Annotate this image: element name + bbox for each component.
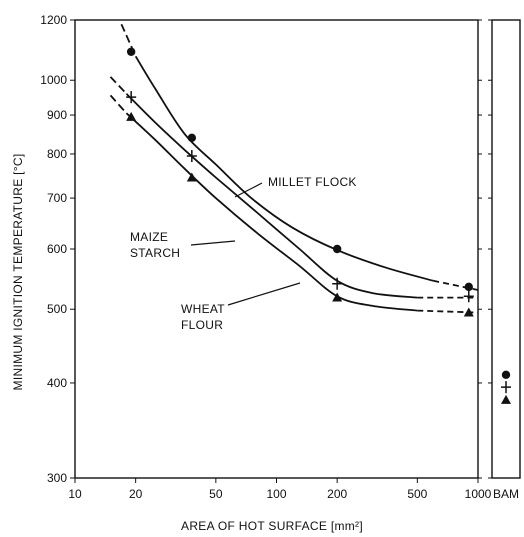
y-tick-label: 300 — [47, 471, 67, 485]
y-tick-label: 400 — [47, 376, 67, 390]
maize-starch-leader-line — [190, 240, 236, 246]
wheat-flour-point — [186, 172, 197, 182]
y-tick-label: 1000 — [40, 73, 67, 87]
millet-flock-point — [464, 282, 473, 292]
labels: MILLET FLOCK MAIZE STARCH WHEAT FLOUR — [130, 175, 357, 332]
wheat-flour-leader-line — [227, 282, 301, 306]
wheat-flour-point — [332, 292, 343, 302]
x-tick-label: 1000 — [465, 487, 492, 501]
maize-starch-curve-dashed-start — [109, 76, 128, 95]
y-tick-label: 500 — [47, 302, 67, 316]
maize-starch-point — [463, 290, 474, 303]
millet-flock-label: MILLET FLOCK — [268, 175, 357, 189]
millet-flock-point — [332, 244, 342, 254]
y-tick-label: 800 — [47, 147, 67, 161]
wheat-flour-curve-dashed-start — [109, 94, 128, 114]
maize-starch-curve — [125, 93, 418, 299]
bam-label: BAM — [493, 487, 519, 501]
millet-flock-curve — [134, 55, 434, 282]
maize-starch-point — [332, 277, 343, 290]
x-tick-label: 10 — [68, 487, 82, 501]
millet-flock-point — [187, 133, 197, 143]
y-tick-label: 600 — [47, 242, 67, 256]
maize-starch-label: MAIZE STARCH — [130, 230, 180, 260]
maize-starch-label-line: MAIZE — [130, 230, 168, 244]
y-axis-label: MINIMUM IGNITION TEMPERATURE [°C] — [11, 154, 25, 391]
maize-starch-bam-point — [501, 381, 511, 394]
x-tick-label: 100 — [266, 487, 286, 501]
maize-starch-point — [186, 150, 197, 163]
wheat-flour-curve-dashed-end — [417, 309, 479, 314]
x-tick-label: 50 — [209, 487, 223, 501]
axes: 10 20 50 100 200 500 1000 300 400 500 600 700 800 900… — [40, 13, 521, 501]
millet-flock-bam-point — [501, 370, 511, 379]
maize-starch-label-line: STARCH — [130, 246, 180, 260]
millet-flock-label-line: MILLET FLOCK — [268, 175, 357, 189]
millet-flock-curve-dashed-start — [120, 23, 137, 57]
bam-panel — [491, 19, 521, 479]
wheat-flour-point — [463, 307, 474, 317]
y-tick-label: 700 — [47, 191, 67, 205]
x-tick-label: 20 — [129, 487, 143, 501]
millet-flock-leader-line — [234, 182, 263, 198]
millet-flock-point — [126, 47, 136, 56]
wheat-flour-label-line: WHEAT — [181, 302, 225, 316]
curves — [109, 23, 479, 314]
y-tick-label: 900 — [47, 108, 67, 122]
wheat-flour-bam-point — [501, 394, 511, 404]
wheat-flour-label-line: FLOUR — [181, 318, 223, 332]
millet-flock-curve-dashed-end — [433, 279, 479, 291]
maize-starch-point — [126, 91, 137, 104]
x-tick-label: 200 — [327, 487, 347, 501]
y-tick-label: 1200 — [40, 13, 67, 27]
wheat-flour-curve — [125, 112, 418, 312]
wheat-flour-label: WHEAT FLOUR — [181, 302, 225, 332]
wheat-flour-point — [126, 111, 137, 121]
x-tick-label: 500 — [407, 487, 427, 501]
markers — [126, 47, 511, 404]
x-axis-label: AREA OF HOT SURFACE [mm²] — [181, 519, 363, 533]
